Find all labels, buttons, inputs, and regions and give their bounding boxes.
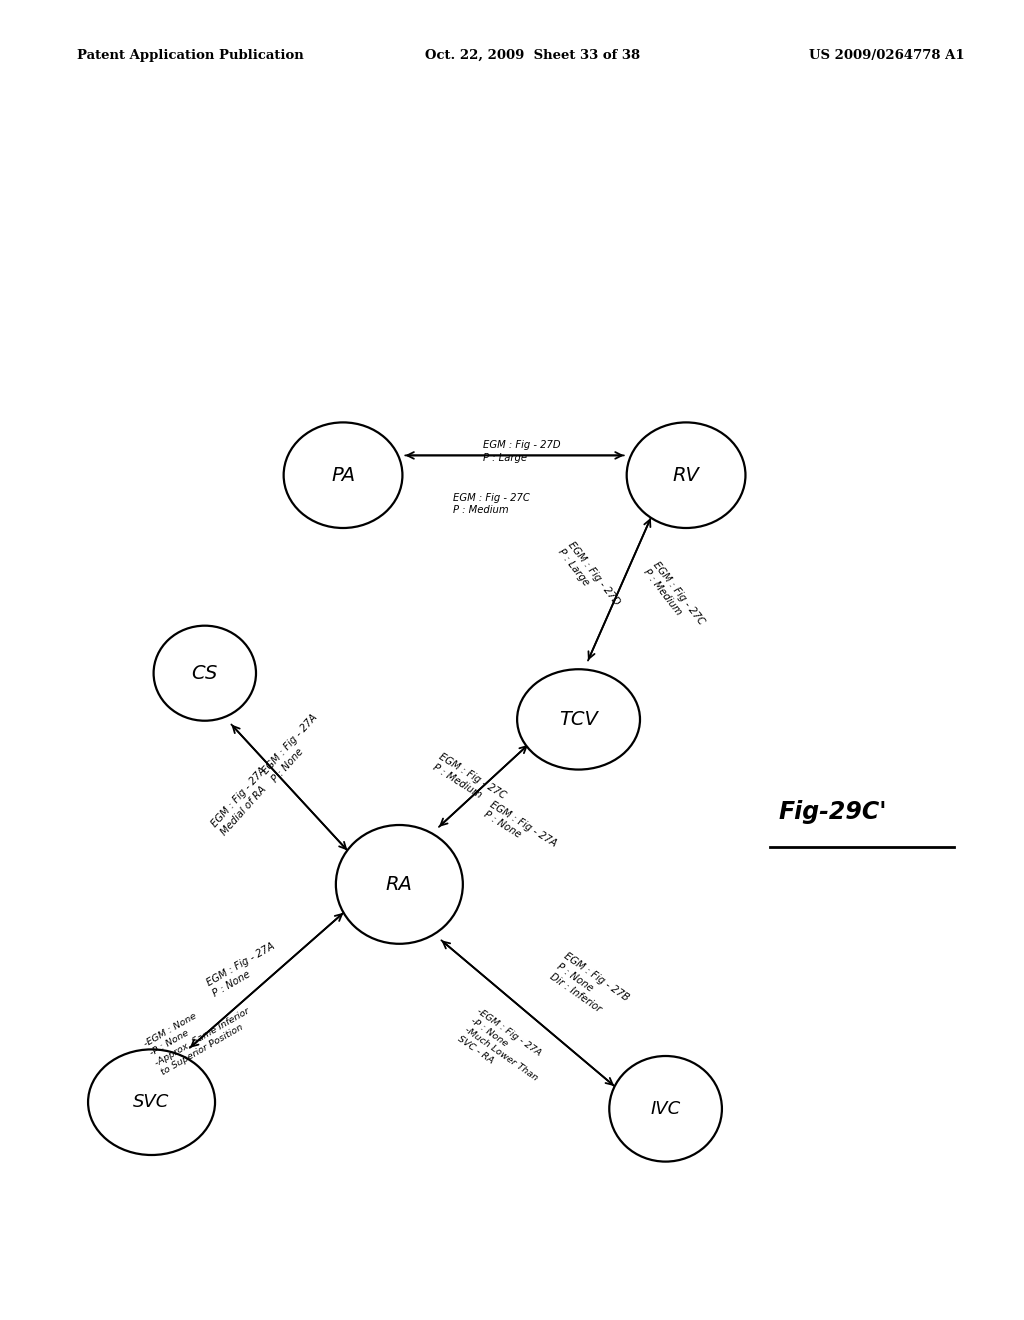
Text: EGM : Fig - 27A
P : None: EGM : Fig - 27A P : None (481, 799, 559, 859)
Text: EGM : Fig - 27C
P : Medium: EGM : Fig - 27C P : Medium (430, 751, 508, 812)
Text: IVC: IVC (650, 1100, 681, 1118)
Text: Oct. 22, 2009  Sheet 33 of 38: Oct. 22, 2009 Sheet 33 of 38 (425, 49, 640, 62)
Text: Patent Application Publication: Patent Application Publication (77, 49, 303, 62)
Ellipse shape (284, 422, 402, 528)
Text: SVC: SVC (133, 1093, 170, 1111)
Ellipse shape (336, 825, 463, 944)
Text: EGM : Fig - 27B
P : None
Dir : Inferior: EGM : Fig - 27B P : None Dir : Inferior (548, 952, 630, 1023)
Text: CS: CS (191, 664, 218, 682)
Ellipse shape (154, 626, 256, 721)
Text: -EGM : None
-P : None
-Approx. Same Inferior
to Superior Position: -EGM : None -P : None -Approx. Same Infe… (142, 987, 257, 1077)
Text: EGM : Fig - 27A
Medial of RA: EGM : Fig - 27A Medial of RA (210, 766, 278, 837)
Text: Fig-29C': Fig-29C' (778, 800, 887, 824)
Text: EGM : Fig - 27A
P : None: EGM : Fig - 27A P : None (261, 713, 329, 784)
Text: EGM : Fig - 27A
P : None: EGM : Fig - 27A P : None (205, 941, 283, 999)
Text: EGM : Fig - 27C
P : Medium: EGM : Fig - 27C P : Medium (453, 494, 530, 515)
Text: TCV: TCV (559, 710, 598, 729)
Ellipse shape (517, 669, 640, 770)
Text: EGM : Fig - 27C
P : Medium: EGM : Fig - 27C P : Medium (641, 560, 707, 634)
Ellipse shape (627, 422, 745, 528)
Text: -EGM : Fig - 27A
-P : None
-Much Lower Than
SVC - RA: -EGM : Fig - 27A -P : None -Much Lower T… (456, 1007, 552, 1092)
Text: EGM : Fig - 27D
P : Large: EGM : Fig - 27D P : Large (483, 441, 561, 462)
Ellipse shape (609, 1056, 722, 1162)
Text: RV: RV (673, 466, 699, 484)
Ellipse shape (88, 1049, 215, 1155)
Text: US 2009/0264778 A1: US 2009/0264778 A1 (809, 49, 965, 62)
Text: PA: PA (331, 466, 355, 484)
Text: EGM : Fig - 27D
P : Large: EGM : Fig - 27D P : Large (556, 540, 622, 614)
Text: RA: RA (386, 875, 413, 894)
